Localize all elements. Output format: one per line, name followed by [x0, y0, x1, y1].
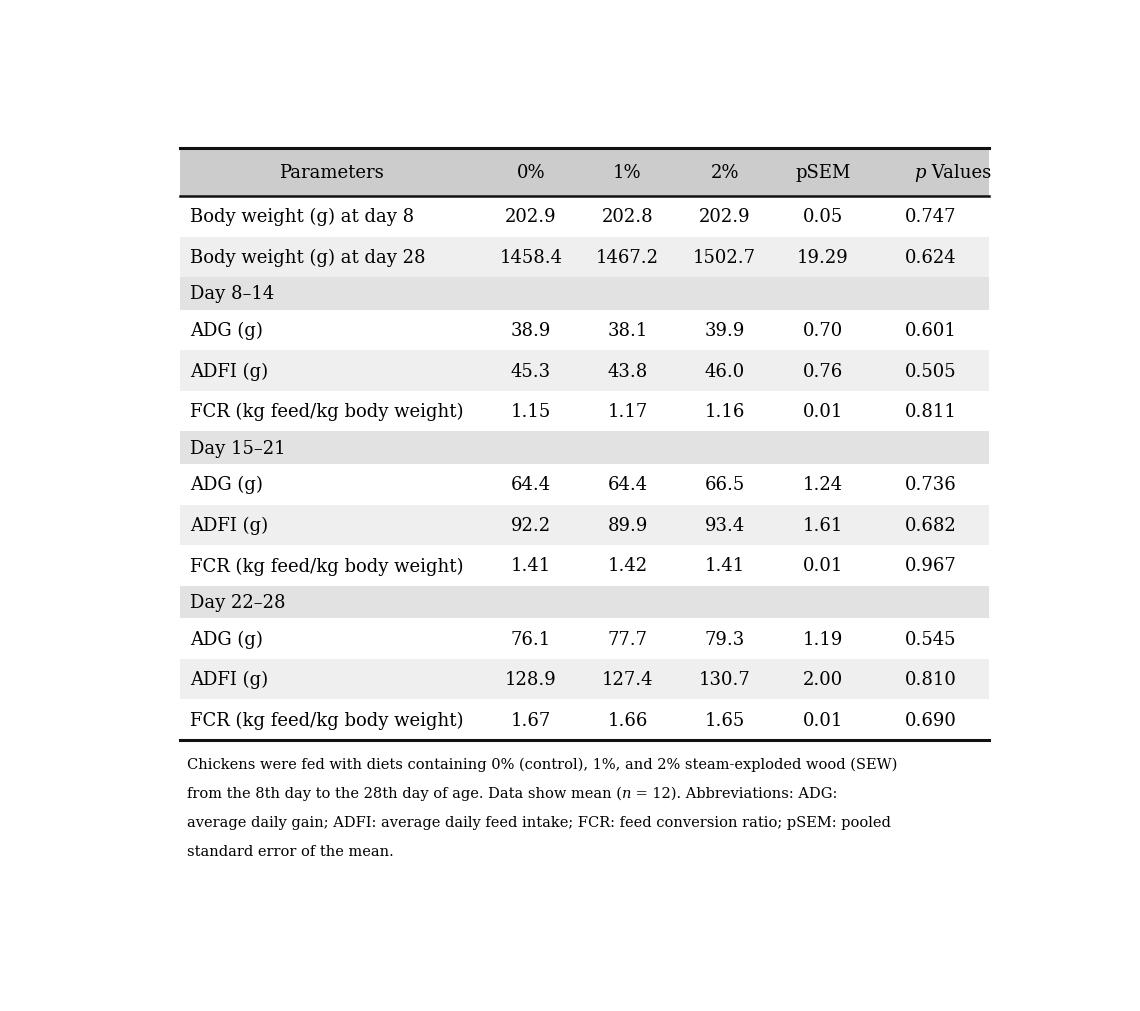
- Text: 1502.7: 1502.7: [693, 249, 756, 267]
- Bar: [180, 149, 988, 197]
- Bar: [180, 465, 988, 506]
- Text: 1.16: 1.16: [705, 402, 744, 421]
- Text: 202.9: 202.9: [505, 208, 556, 226]
- Text: 0.01: 0.01: [803, 557, 842, 575]
- Text: 0.810: 0.810: [905, 670, 956, 688]
- Bar: [180, 310, 988, 351]
- Text: ADFI (g): ADFI (g): [190, 517, 268, 535]
- Text: Body weight (g) at day 28: Body weight (g) at day 28: [190, 249, 425, 267]
- Text: FCR (kg feed/kg body weight): FCR (kg feed/kg body weight): [190, 402, 464, 421]
- Text: 89.9: 89.9: [608, 517, 648, 535]
- Text: 1.15: 1.15: [511, 402, 551, 421]
- Bar: [180, 391, 988, 432]
- Text: ADFI (g): ADFI (g): [190, 362, 268, 380]
- Text: 19.29: 19.29: [797, 249, 848, 267]
- Bar: [180, 700, 988, 740]
- Text: 39.9: 39.9: [705, 321, 744, 340]
- Text: 0.811: 0.811: [905, 402, 956, 421]
- Text: Body weight (g) at day 8: Body weight (g) at day 8: [190, 208, 414, 226]
- Text: 1.19: 1.19: [803, 630, 842, 648]
- Text: 0.05: 0.05: [803, 208, 842, 226]
- Text: FCR (kg feed/kg body weight): FCR (kg feed/kg body weight): [190, 557, 464, 575]
- Text: 127.4: 127.4: [602, 670, 653, 688]
- Text: 64.4: 64.4: [511, 476, 551, 493]
- Text: 0.736: 0.736: [905, 476, 956, 493]
- Text: 1.42: 1.42: [608, 557, 648, 575]
- Text: 1.24: 1.24: [803, 476, 842, 493]
- Text: 1.61: 1.61: [803, 517, 842, 535]
- Text: average daily gain; ADFI: average daily feed intake; FCR: feed conversion ratio;: average daily gain; ADFI: average daily …: [187, 815, 890, 829]
- Text: 1.66: 1.66: [608, 711, 648, 729]
- Text: p: p: [914, 164, 926, 182]
- Text: Day 22–28: Day 22–28: [190, 593, 286, 612]
- Text: 202.9: 202.9: [699, 208, 750, 226]
- Bar: [180, 659, 988, 700]
- Text: Chickens were fed with diets containing 0% (control), 1%, and 2% steam-exploded : Chickens were fed with diets containing …: [187, 757, 897, 771]
- Text: 0.690: 0.690: [905, 711, 956, 729]
- Text: 0.01: 0.01: [803, 402, 842, 421]
- Text: 1.41: 1.41: [511, 557, 551, 575]
- Text: n: n: [621, 787, 630, 800]
- Text: standard error of the mean.: standard error of the mean.: [187, 844, 393, 857]
- Text: 43.8: 43.8: [608, 362, 648, 380]
- Text: ADG (g): ADG (g): [190, 321, 263, 340]
- Text: 77.7: 77.7: [608, 630, 648, 648]
- Text: 0.545: 0.545: [905, 630, 956, 648]
- Bar: [180, 619, 988, 659]
- Text: 2.00: 2.00: [803, 670, 842, 688]
- Text: ADG (g): ADG (g): [190, 476, 263, 494]
- Text: 0.76: 0.76: [803, 362, 842, 380]
- Text: 92.2: 92.2: [511, 517, 551, 535]
- Bar: [180, 197, 988, 238]
- Text: 1.65: 1.65: [705, 711, 744, 729]
- Bar: [180, 432, 988, 465]
- Text: 64.4: 64.4: [608, 476, 648, 493]
- Bar: [180, 546, 988, 586]
- Text: 130.7: 130.7: [699, 670, 750, 688]
- Text: 1.41: 1.41: [705, 557, 744, 575]
- Text: 0%: 0%: [516, 164, 545, 182]
- Bar: [180, 586, 988, 619]
- Text: 93.4: 93.4: [705, 517, 744, 535]
- Text: 1.67: 1.67: [511, 711, 551, 729]
- Text: pSEM: pSEM: [795, 164, 850, 182]
- Text: 0.682: 0.682: [905, 517, 956, 535]
- Text: ADFI (g): ADFI (g): [190, 670, 268, 688]
- Text: 0.01: 0.01: [803, 711, 842, 729]
- Text: Day 8–14: Day 8–14: [190, 285, 275, 303]
- Text: 1.17: 1.17: [608, 402, 648, 421]
- Text: 128.9: 128.9: [505, 670, 556, 688]
- Text: 79.3: 79.3: [705, 630, 744, 648]
- Text: 66.5: 66.5: [705, 476, 744, 493]
- Text: 0.624: 0.624: [905, 249, 956, 267]
- Text: 1458.4: 1458.4: [499, 249, 562, 267]
- Text: = 12). Abbreviations: ADG:: = 12). Abbreviations: ADG:: [630, 787, 837, 800]
- Text: ADG (g): ADG (g): [190, 630, 263, 648]
- Text: 0.967: 0.967: [905, 557, 956, 575]
- Text: 38.1: 38.1: [608, 321, 648, 340]
- Text: 46.0: 46.0: [705, 362, 744, 380]
- Text: 0.747: 0.747: [905, 208, 956, 226]
- Text: Parameters: Parameters: [279, 164, 383, 182]
- Bar: [180, 506, 988, 546]
- Text: 1467.2: 1467.2: [596, 249, 659, 267]
- Bar: [180, 278, 988, 310]
- Text: 0.70: 0.70: [803, 321, 842, 340]
- Text: 0.601: 0.601: [905, 321, 956, 340]
- Text: FCR (kg feed/kg body weight): FCR (kg feed/kg body weight): [190, 711, 464, 729]
- Text: Values: Values: [926, 164, 992, 182]
- Text: 0.505: 0.505: [905, 362, 956, 380]
- Text: 2%: 2%: [710, 164, 739, 182]
- Bar: [180, 238, 988, 278]
- Text: 76.1: 76.1: [511, 630, 551, 648]
- Text: 1%: 1%: [613, 164, 642, 182]
- Text: Day 15–21: Day 15–21: [190, 440, 286, 457]
- Text: 38.9: 38.9: [511, 321, 551, 340]
- Text: 202.8: 202.8: [602, 208, 653, 226]
- Text: from the 8th day to the 28th day of age. Data show mean (: from the 8th day to the 28th day of age.…: [187, 787, 621, 801]
- Text: 45.3: 45.3: [511, 362, 551, 380]
- Bar: [180, 351, 988, 391]
